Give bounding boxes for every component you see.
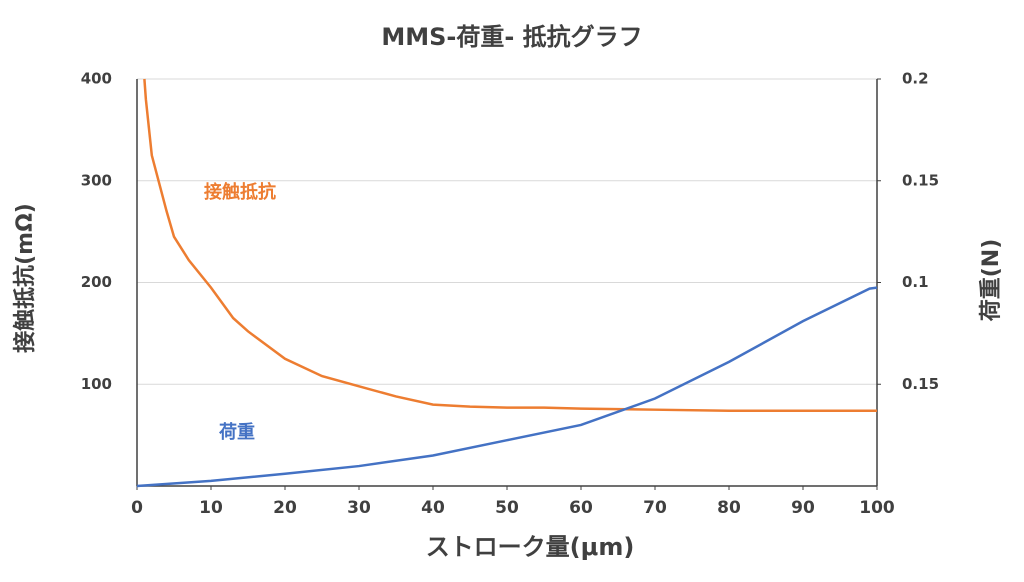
x-tick-label: 80 [717,498,741,518]
y-tick-label: 100 [81,375,112,393]
x-tick-label: 70 [643,498,667,518]
line-series [143,78,877,412]
x-tick-label: 0 [131,498,143,518]
annotation: 荷重 [219,421,255,443]
x-tick-label: 60 [569,498,593,518]
line-series [136,286,878,488]
x-tick-label: 10 [199,498,223,518]
y2-tick-label: 0.1 [902,273,929,291]
y-axis-label: 接触抵抗(mΩ) [12,203,38,353]
x-tick-label: 90 [791,498,815,518]
x-tick-label: 40 [421,498,445,518]
x-tick-label: 20 [273,498,297,518]
y2-tick-label: 0.15 [902,171,939,189]
y2-axis-label: 荷重(N) [979,239,1004,322]
y-tick-label: 400 [81,70,112,88]
annotation: 接触抵抗 [204,181,276,203]
y-tick-label: 300 [81,171,112,189]
chart-title: MMS-荷重- 抵抗グラフ [381,23,642,51]
x-tick-label: 100 [859,498,895,518]
y2-tick-label: 0.15 [902,375,939,393]
x-axis-label: ストローク量(μm) [426,533,635,561]
x-tick-label: 30 [347,498,371,518]
y2-tick-label: 0.2 [902,70,929,88]
x-tick-label: 50 [495,498,519,518]
y-tick-label: 200 [81,273,112,291]
